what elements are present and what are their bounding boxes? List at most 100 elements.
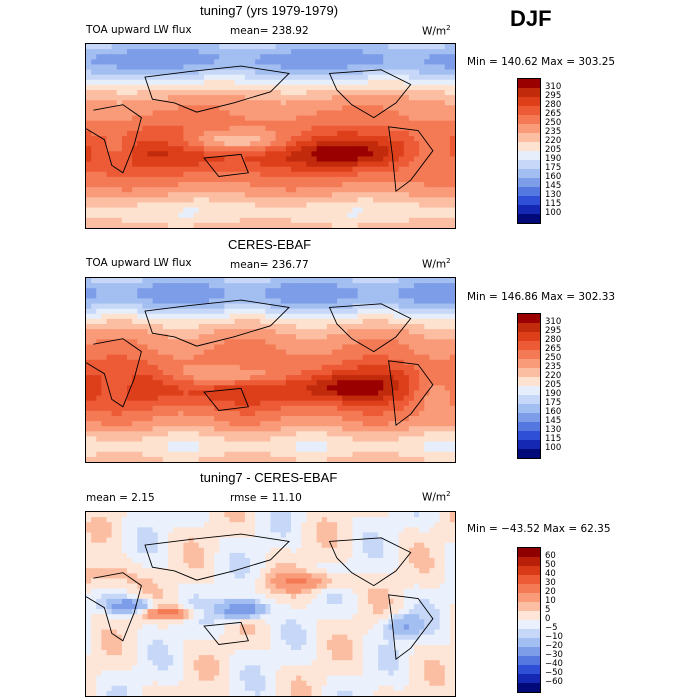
map-cell	[429, 90, 436, 96]
map-cell	[414, 359, 420, 366]
map-cell	[132, 385, 138, 392]
map-cell	[414, 197, 420, 204]
map-cell	[173, 69, 179, 76]
map-cell	[214, 100, 220, 106]
map-cell	[244, 95, 251, 101]
map-cell	[147, 217, 154, 224]
map-cell	[86, 192, 92, 198]
map-cell	[275, 390, 282, 397]
map-cell	[393, 344, 400, 351]
map-cell	[362, 151, 369, 158]
map-cell	[255, 288, 261, 294]
map-cell	[188, 436, 195, 443]
map-cell	[434, 207, 441, 214]
map-cell	[96, 120, 102, 127]
map-cell	[106, 303, 113, 310]
map-cell	[203, 385, 210, 392]
map-cell	[316, 222, 323, 228]
map-cell	[214, 375, 220, 381]
map-cell	[408, 318, 415, 325]
map-cell	[383, 283, 389, 289]
map-cell	[244, 293, 251, 300]
map-cell	[219, 176, 225, 183]
map-cell	[275, 136, 282, 142]
map-cell	[229, 303, 236, 310]
map-cell	[388, 192, 395, 198]
map-cell	[260, 364, 266, 371]
map-cell	[373, 207, 379, 214]
map-cell	[265, 370, 272, 376]
map-cell	[347, 217, 354, 224]
map-cell	[142, 441, 149, 448]
map-cell	[332, 115, 338, 122]
map-cell	[121, 431, 128, 438]
map-cell	[444, 395, 451, 402]
map-cell	[260, 318, 266, 325]
map-cell	[449, 278, 455, 284]
map-cell	[311, 421, 318, 427]
map-cell	[250, 426, 256, 432]
map-cell	[419, 217, 425, 224]
map-cell	[183, 100, 190, 106]
map-cell	[203, 115, 210, 122]
map-cell	[444, 405, 451, 412]
map-cell	[337, 313, 343, 320]
colorbar-tick-label: 265	[545, 109, 562, 119]
map-cell	[209, 364, 215, 371]
map-cell	[414, 334, 420, 340]
map-cell	[439, 110, 446, 117]
map-cell	[86, 64, 92, 71]
map-cell	[362, 44, 369, 50]
map-cell	[162, 105, 169, 112]
map-cell	[183, 90, 190, 96]
map-cell	[424, 298, 430, 305]
map-cell	[203, 130, 210, 137]
map-cell	[275, 161, 282, 168]
map-cell	[142, 344, 149, 351]
map-cell	[270, 375, 277, 381]
map-cell	[393, 69, 400, 76]
map-cell	[311, 207, 318, 214]
map-cell	[424, 136, 430, 142]
map-cell	[439, 79, 446, 86]
map-cell	[388, 318, 395, 325]
map-cell	[388, 426, 395, 432]
map-cell	[357, 313, 364, 320]
map-cell	[229, 54, 236, 60]
map-cell	[106, 192, 113, 198]
map-cell	[162, 308, 169, 315]
map-cell	[429, 370, 436, 376]
map-cell	[111, 120, 118, 127]
map-cell	[101, 64, 108, 71]
map-cell	[403, 100, 410, 106]
map-cell	[367, 156, 374, 163]
map-cell	[311, 395, 318, 402]
map-cell	[393, 426, 400, 432]
colorbar-tick-label: 145	[545, 181, 562, 191]
map-cell	[373, 59, 379, 66]
map-cell	[291, 84, 297, 91]
map-cell	[142, 69, 149, 76]
map-cell	[296, 441, 302, 448]
map-cell	[275, 79, 282, 86]
map-cell	[270, 288, 277, 294]
map-cell	[434, 416, 441, 422]
map-cell	[434, 54, 441, 60]
map-cell	[86, 69, 92, 76]
map-cell	[188, 79, 195, 86]
map-cell	[244, 410, 251, 417]
map-cell	[121, 74, 128, 81]
map-cell	[116, 400, 123, 407]
map-cell	[301, 84, 307, 91]
map-cell	[101, 313, 108, 320]
map-cell	[132, 349, 138, 356]
map-cell	[219, 79, 225, 86]
map-cell	[326, 421, 333, 427]
map-cell	[280, 334, 287, 340]
map-cell	[357, 278, 364, 284]
map-cell	[301, 207, 307, 214]
map-cell	[265, 49, 272, 55]
map-cell	[168, 308, 174, 315]
map-cell	[265, 436, 272, 443]
map-cell	[127, 329, 133, 335]
